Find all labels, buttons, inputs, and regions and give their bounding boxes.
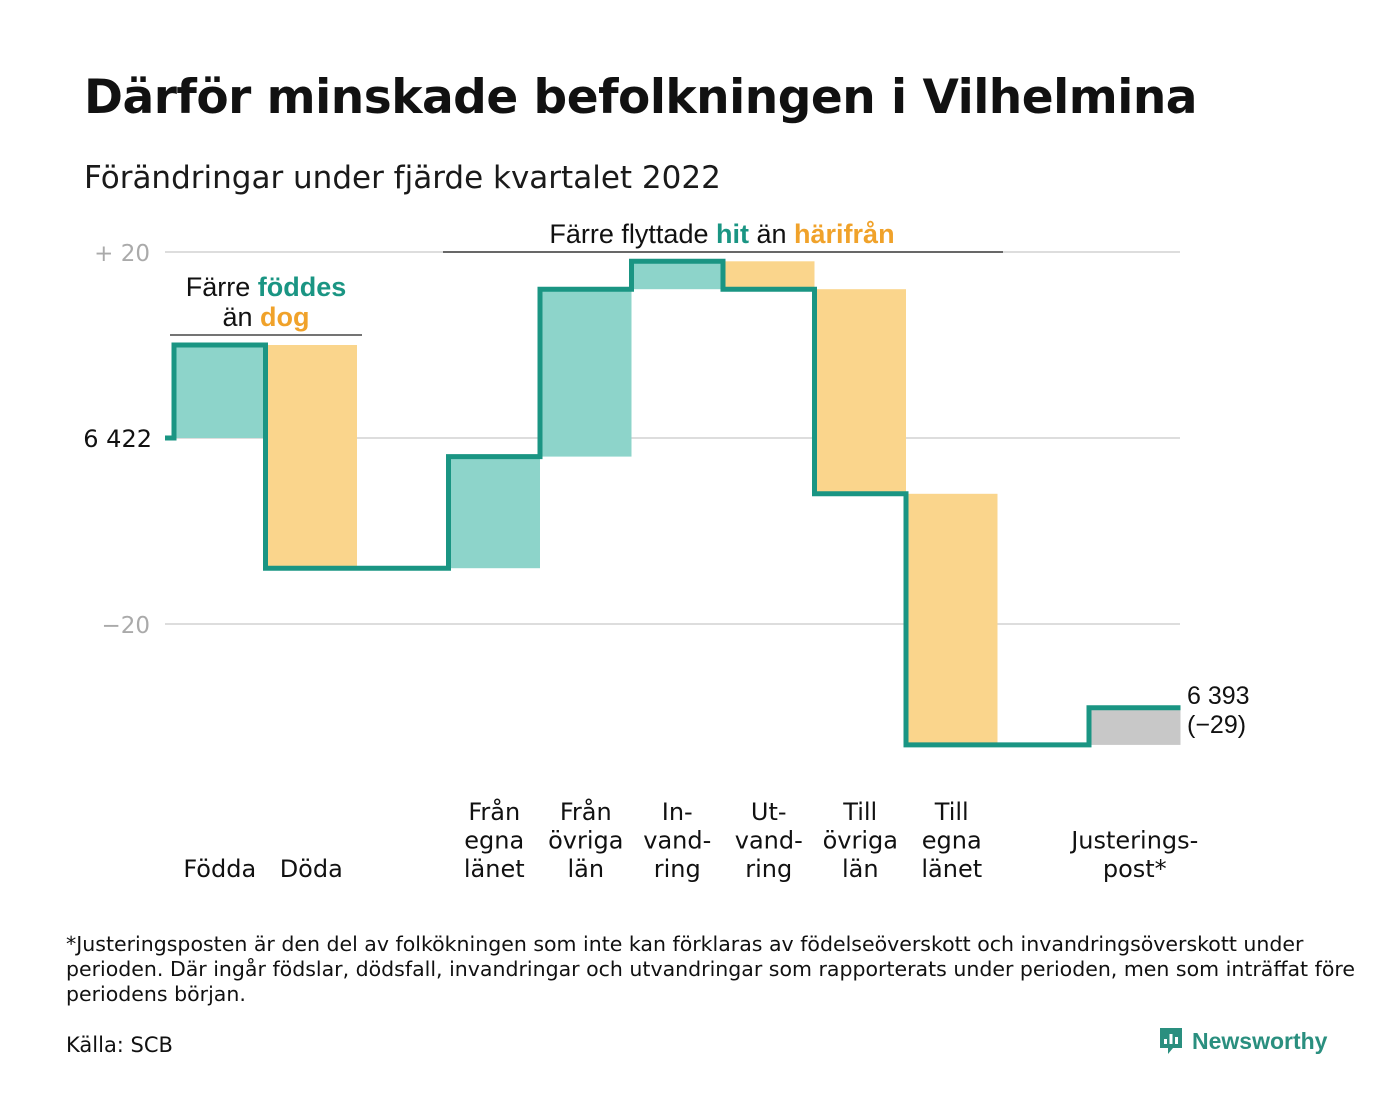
category-label-8-0: Till bbox=[934, 798, 969, 826]
y-tick-label-2: −20 bbox=[101, 613, 150, 639]
annotation-births-highlight: föddes bbox=[258, 272, 347, 302]
annotation-births-line2: än dog bbox=[222, 302, 309, 332]
end-value-label: 6 393 bbox=[1187, 682, 1250, 710]
category-label-7-1: övriga bbox=[823, 827, 898, 855]
annotation-migration-highlight2: härifrån bbox=[794, 219, 895, 249]
category-label-10-1: post* bbox=[1103, 855, 1167, 883]
category-label-3-1: egna bbox=[464, 827, 524, 855]
annotation-migration-prefix: Färre flyttade bbox=[549, 219, 716, 249]
annotation-births-prefix: Färre bbox=[186, 272, 258, 302]
bar-10 bbox=[1089, 707, 1181, 745]
category-label-4-1: övriga bbox=[548, 827, 623, 855]
category-label-7-2: län bbox=[842, 855, 879, 883]
annotation-migration-middle: än bbox=[749, 219, 794, 249]
end-change-label: (−29) bbox=[1187, 711, 1246, 739]
category-label-4-0: Från bbox=[560, 797, 612, 826]
bar-6 bbox=[723, 261, 815, 290]
bars bbox=[174, 261, 1181, 745]
category-label-3-2: länet bbox=[464, 855, 525, 883]
annotation-migration-highlight1: hit bbox=[716, 219, 749, 249]
newsworthy-logo: Newsworthy bbox=[1158, 1026, 1327, 1056]
category-label-6-0: Ut- bbox=[751, 798, 787, 826]
source-label: Källa: SCB bbox=[66, 1033, 173, 1057]
category-label-5-0: In- bbox=[662, 798, 693, 826]
category-label-6-1: vand- bbox=[735, 827, 803, 855]
bar-0 bbox=[174, 345, 266, 438]
category-label-7-0: Till bbox=[842, 798, 877, 826]
newsworthy-logo-icon bbox=[1160, 1028, 1182, 1054]
category-label-5-1: vand- bbox=[643, 827, 711, 855]
step-line bbox=[165, 258, 1181, 748]
annotation-deaths-highlight: dog bbox=[260, 302, 309, 332]
start-value-label: 6 422 bbox=[83, 425, 152, 453]
category-label-6-2: ring bbox=[745, 855, 792, 883]
category-label-8-2: länet bbox=[921, 855, 982, 883]
chart-title: Därför minskade befolkningen i Vilhelmin… bbox=[84, 70, 1198, 125]
category-label-3-0: Från bbox=[468, 797, 520, 826]
bar-4 bbox=[540, 289, 632, 457]
category-label-10-0: Justerings- bbox=[1069, 827, 1198, 855]
category-label-4-2: län bbox=[567, 855, 604, 883]
bar-1 bbox=[265, 345, 357, 569]
footnote: *Justeringsposten är den del av folkökni… bbox=[66, 932, 1355, 1006]
bar-7 bbox=[814, 289, 906, 494]
bar-8 bbox=[906, 493, 998, 745]
newsworthy-logo-text: Newsworthy bbox=[1192, 1027, 1328, 1054]
category-label-0-0: Födda bbox=[183, 855, 256, 883]
step-line-group bbox=[165, 258, 1181, 748]
annotation-deaths-prefix: än bbox=[222, 302, 260, 332]
y-tick-label-0: + 20 bbox=[94, 241, 150, 267]
annotation-births-line1: Färre föddes bbox=[186, 272, 347, 302]
chart-subtitle: Förändringar under fjärde kvartalet 2022 bbox=[84, 160, 721, 196]
bar-5 bbox=[631, 261, 723, 290]
category-label-8-1: egna bbox=[922, 827, 982, 855]
annotation-migration: Färre flyttade hit än härifrån bbox=[549, 219, 894, 249]
bar-3 bbox=[448, 456, 540, 569]
category-label-1-0: Döda bbox=[280, 855, 343, 883]
category-label-5-2: ring bbox=[654, 855, 701, 883]
